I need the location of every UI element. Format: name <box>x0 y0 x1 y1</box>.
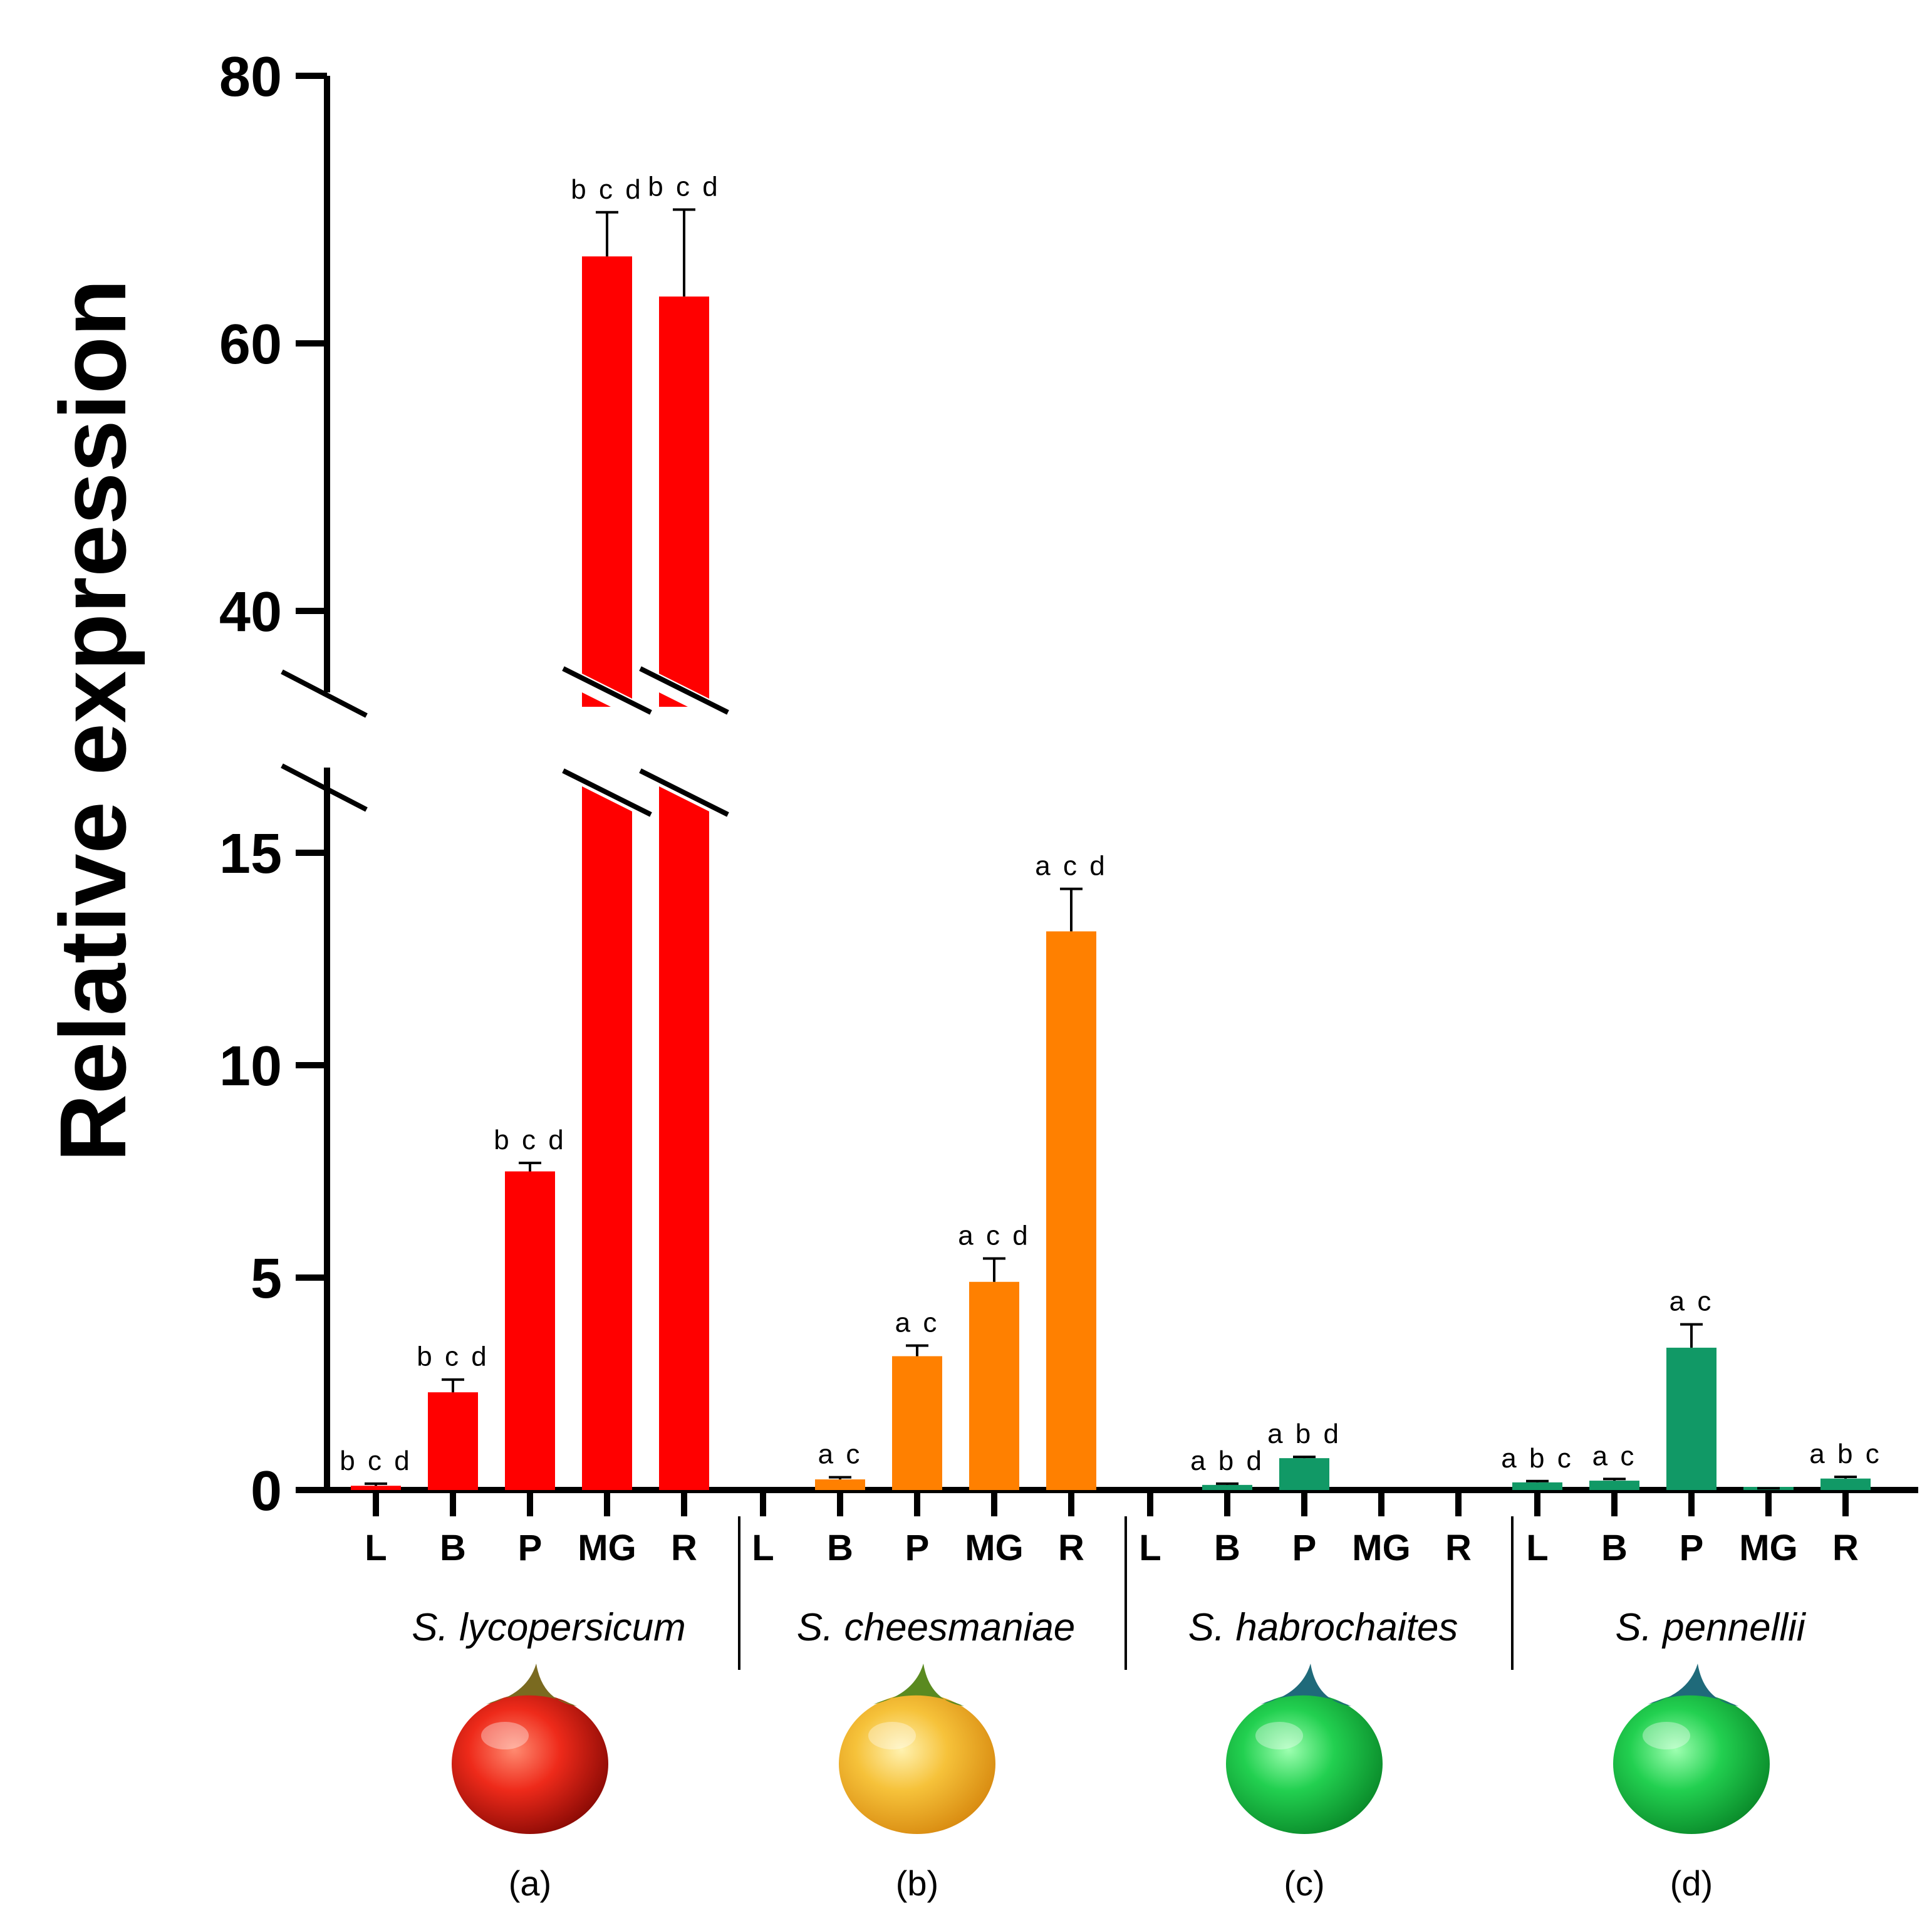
bar-3-P <box>1666 1347 1716 1490</box>
x-tick-label-0-R: R <box>671 1528 697 1568</box>
x-tick-label-2-P: P <box>1292 1528 1317 1568</box>
x-tick-label-3-P: P <box>1680 1528 1704 1568</box>
fruit-stem-0 <box>486 1664 577 1706</box>
bar-1-P <box>892 1356 942 1490</box>
bar-break-line-bottom-0-R <box>639 768 729 817</box>
x-tick-label-2-R: R <box>1445 1528 1472 1568</box>
x-tick-label-0-MG: MG <box>578 1528 636 1568</box>
species-label-2: S. habrochaites <box>1188 1606 1458 1649</box>
significance-label-2-P: a b d <box>1267 1419 1341 1449</box>
bar-0-B <box>428 1392 478 1490</box>
panel-label-2: (c) <box>1284 1863 1324 1903</box>
y-axis-label: Relative expression <box>40 279 145 1162</box>
x-tick-label-0-P: P <box>518 1528 543 1568</box>
fruit-highlight-0 <box>481 1722 529 1749</box>
x-tick-label-1-P: P <box>905 1528 930 1568</box>
significance-label-0-MG: b c d <box>571 174 643 205</box>
bar-0-MG-lower <box>582 786 632 1490</box>
x-tick-label-1-B: B <box>827 1528 853 1568</box>
x-tick-label-3-L: L <box>1526 1528 1548 1568</box>
panel-label-3: (d) <box>1670 1863 1713 1903</box>
bar-break-gap2-0-MG <box>563 739 651 821</box>
fruit-2 <box>1226 1694 1383 1834</box>
bar-3-R <box>1820 1478 1871 1490</box>
bar-break-line-top-0-MG <box>562 666 652 715</box>
y-tick-label-60: 60 <box>219 313 282 376</box>
bar-1-B <box>815 1479 865 1490</box>
y-tick-label-40: 40 <box>219 581 282 644</box>
x-tick-label-3-MG: MG <box>1739 1528 1797 1568</box>
significance-label-1-B: a c <box>818 1439 863 1470</box>
species-label-1: S. cheesmaniae <box>797 1606 1076 1649</box>
significance-label-0-B: b c d <box>417 1342 489 1372</box>
significance-label-3-L: a b c <box>1501 1443 1573 1474</box>
fruit-stem-1 <box>873 1664 964 1706</box>
x-tick-label-2-B: B <box>1214 1528 1240 1568</box>
bar-1-R <box>1046 931 1096 1490</box>
significance-label-0-P: b c d <box>494 1125 566 1155</box>
fruit-highlight-1 <box>868 1722 916 1749</box>
x-tick-label-1-MG: MG <box>965 1528 1023 1568</box>
x-tick-label-2-MG: MG <box>1352 1528 1410 1568</box>
panel-label-1: (b) <box>896 1863 938 1903</box>
significance-label-3-P: a c <box>1670 1286 1714 1317</box>
y-tick-label-0: 0 <box>251 1460 282 1523</box>
fruit-stem-3 <box>1648 1664 1738 1706</box>
x-tick-label-2-L: L <box>1139 1528 1161 1568</box>
y-tick-label-80: 80 <box>219 46 282 108</box>
y-tick-label-5: 5 <box>251 1248 282 1310</box>
bar-0-R-lower <box>659 786 709 1490</box>
fruit-highlight-3 <box>1643 1722 1690 1749</box>
fruit-3 <box>1613 1694 1770 1834</box>
significance-label-0-R: b c d <box>648 172 720 202</box>
fruit-0 <box>452 1694 608 1834</box>
axis-break-mark-lower <box>281 763 368 812</box>
x-tick-label-1-R: R <box>1058 1528 1084 1568</box>
bar-0-P <box>505 1171 555 1490</box>
bar-break-line-top-0-R <box>639 666 729 715</box>
bar-1-MG <box>969 1281 1019 1490</box>
species-label-0: S. lycopersicum <box>412 1606 686 1649</box>
fruit-highlight-2 <box>1255 1722 1303 1749</box>
x-tick-label-0-L: L <box>365 1528 387 1568</box>
axis-break-mark-upper <box>281 669 368 718</box>
x-tick-label-3-R: R <box>1832 1528 1859 1568</box>
bar-break-line-bottom-0-MG <box>562 768 652 817</box>
y-tick-label-15: 15 <box>219 823 282 885</box>
bar-3-B <box>1589 1481 1639 1490</box>
significance-label-2-B: a b d <box>1190 1446 1264 1476</box>
significance-label-3-R: a b c <box>1809 1439 1881 1469</box>
significance-label-1-R: a c d <box>1035 851 1107 882</box>
bar-2-B <box>1202 1484 1252 1490</box>
significance-label-3-B: a c <box>1592 1441 1637 1471</box>
bar-0-MG-upper <box>582 256 632 707</box>
x-tick-label-3-B: B <box>1601 1528 1628 1568</box>
y-tick-label-10: 10 <box>219 1035 282 1098</box>
bar-2-P <box>1279 1458 1329 1490</box>
significance-label-1-MG: a c d <box>958 1220 1030 1251</box>
significance-label-1-P: a c <box>895 1307 940 1338</box>
category-labels: L B P MG R S. lycopersicum (a) L B P MG R S. cheesma… <box>365 1490 1859 1903</box>
fruit-1 <box>839 1694 995 1834</box>
bar-0-L <box>351 1486 401 1490</box>
bar-break-gap2-0-R <box>640 739 728 821</box>
x-tick-label-1-L: L <box>752 1528 774 1568</box>
significance-label-0-L: b c d <box>340 1446 412 1476</box>
bar-3-L <box>1512 1482 1562 1490</box>
x-tick-label-0-B: B <box>440 1528 466 1568</box>
species-label-3: S. pennellii <box>1615 1606 1807 1649</box>
bar-0-R-upper <box>659 296 709 707</box>
fruit-stem-2 <box>1260 1664 1351 1706</box>
fruit-illustrations <box>452 1664 1770 1834</box>
panel-label-0: (a) <box>509 1863 551 1903</box>
